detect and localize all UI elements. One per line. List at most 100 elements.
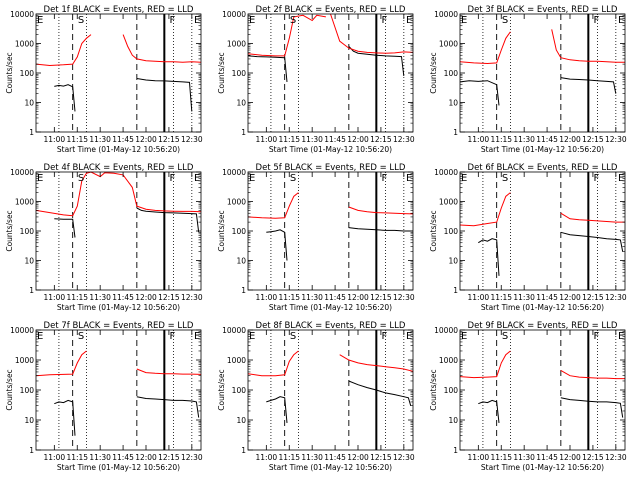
y-tick-label: 1000 xyxy=(227,356,246,365)
marker-label-f: F xyxy=(170,15,176,26)
y-axis-label: Counts/sec xyxy=(5,369,14,410)
x-tick-label: 12:15 xyxy=(582,453,604,462)
lld-series-line xyxy=(35,350,87,377)
marker-label-f: F xyxy=(170,173,176,184)
x-axis-label: Start Time (01-May-12 10:56:20) xyxy=(57,303,180,312)
y-tick-label: 10 xyxy=(236,416,246,425)
events-series-line xyxy=(136,396,200,418)
y-tick-label: 1000 xyxy=(15,198,34,207)
y-axis-label: Counts/sec xyxy=(5,52,14,93)
x-tick-label: 11:30 xyxy=(301,453,323,462)
panel-title: Det 3f BLACK = Events, RED = LLD xyxy=(468,5,618,15)
y-tick-label: 10000 xyxy=(434,10,458,19)
x-tick-label: 11:00 xyxy=(468,293,490,302)
x-tick-label: 11:45 xyxy=(536,135,558,144)
x-tick-label: 11:30 xyxy=(513,135,535,144)
lld-series-line xyxy=(459,31,511,65)
y-axis-label: Counts/sec xyxy=(217,52,226,93)
x-tick-label: 11:00 xyxy=(44,293,66,302)
plot-frame xyxy=(459,329,626,451)
x-tick-label: 12:00 xyxy=(559,135,581,144)
x-tick-label: 11:15 xyxy=(66,293,88,302)
x-tick-label: 11:00 xyxy=(44,453,66,462)
marker-label-s: S xyxy=(78,331,84,342)
lld-series-line xyxy=(459,192,511,227)
plot-frame xyxy=(35,171,202,291)
lld-series-line xyxy=(247,192,299,219)
marker-label-e-end: E xyxy=(406,15,412,26)
x-tick-label: 12:15 xyxy=(158,293,180,302)
x-tick-label: 12:30 xyxy=(393,135,415,144)
x-tick-label: 12:00 xyxy=(347,293,369,302)
marker-label-s: S xyxy=(290,331,296,342)
x-tick-label: 12:30 xyxy=(605,135,627,144)
lld-series-line xyxy=(122,34,202,63)
marker-label-e-start: E xyxy=(37,331,43,342)
marker-label-e-end: E xyxy=(194,15,200,26)
x-tick-label: 11:45 xyxy=(536,293,558,302)
marker-label-e-start: E xyxy=(249,173,255,184)
x-tick-label: 12:15 xyxy=(582,135,604,144)
events-series-line xyxy=(348,380,412,406)
plot-frame xyxy=(247,13,414,133)
x-tick-label: 11:30 xyxy=(301,293,323,302)
x-tick-label: 12:30 xyxy=(181,293,203,302)
panel-title: Det 1f BLACK = Events, RED = LLD xyxy=(44,5,194,15)
panel-title: Det 4f BLACK = Events, RED = LLD xyxy=(44,163,194,173)
x-tick-label: 12:15 xyxy=(370,453,392,462)
x-tick-label: 11:45 xyxy=(536,453,558,462)
marker-label-f: F xyxy=(382,173,388,184)
y-tick-label: 1000 xyxy=(439,356,458,365)
marker-label-e-end: E xyxy=(194,331,200,342)
events-series-line xyxy=(348,46,405,76)
panel-title: Det 7f BLACK = Events, RED = LLD xyxy=(44,321,194,331)
marker-label-f: F xyxy=(594,331,600,342)
x-tick-label: 11:15 xyxy=(278,453,300,462)
x-axis-label: Start Time (01-May-12 10:56:20) xyxy=(481,145,604,154)
x-tick-label: 11:45 xyxy=(112,453,134,462)
y-axis-label: Counts/sec xyxy=(429,210,438,251)
x-tick-label: 12:30 xyxy=(181,453,203,462)
x-tick-label: 11:30 xyxy=(513,293,535,302)
y-tick-label: 1 xyxy=(29,128,34,137)
events-series-line xyxy=(560,231,624,252)
x-tick-label: 12:00 xyxy=(347,135,369,144)
lld-series-line xyxy=(136,368,202,375)
lld-series-line xyxy=(339,354,414,372)
x-axis-label: Start Time (01-May-12 10:56:20) xyxy=(269,463,392,472)
y-tick-label: 10000 xyxy=(10,326,34,335)
marker-label-f: F xyxy=(170,331,176,342)
marker-label-e-start: E xyxy=(37,15,43,26)
panel-title: Det 9f BLACK = Events, RED = LLD xyxy=(468,321,618,331)
marker-label-f: F xyxy=(594,15,600,26)
lld-series-line xyxy=(459,350,511,379)
y-tick-label: 100 xyxy=(20,386,35,395)
y-tick-label: 100 xyxy=(444,69,459,78)
panel-title: Det 8f BLACK = Events, RED = LLD xyxy=(256,321,406,331)
events-series-line xyxy=(478,238,500,276)
y-axis-label: Counts/sec xyxy=(429,369,438,410)
lld-series-line xyxy=(330,13,414,54)
y-tick-label: 10000 xyxy=(222,168,246,177)
marker-label-s: S xyxy=(502,173,508,184)
x-axis-label: Start Time (01-May-12 10:56:20) xyxy=(269,303,392,312)
x-tick-label: 11:30 xyxy=(513,453,535,462)
x-tick-label: 11:30 xyxy=(301,135,323,144)
x-tick-label: 11:30 xyxy=(89,293,111,302)
marker-label-f: F xyxy=(382,331,388,342)
marker-label-s: S xyxy=(290,173,296,184)
x-tick-label: 11:30 xyxy=(89,135,111,144)
panel-title: Det 2f BLACK = Events, RED = LLD xyxy=(256,5,406,15)
events-series-line xyxy=(54,218,76,238)
y-tick-label: 10 xyxy=(448,257,458,266)
y-tick-label: 10000 xyxy=(222,10,246,19)
x-axis-label: Start Time (01-May-12 10:56:20) xyxy=(269,145,392,154)
events-series-line xyxy=(54,399,76,436)
y-tick-label: 100 xyxy=(232,227,247,236)
marker-label-e-start: E xyxy=(461,173,467,184)
